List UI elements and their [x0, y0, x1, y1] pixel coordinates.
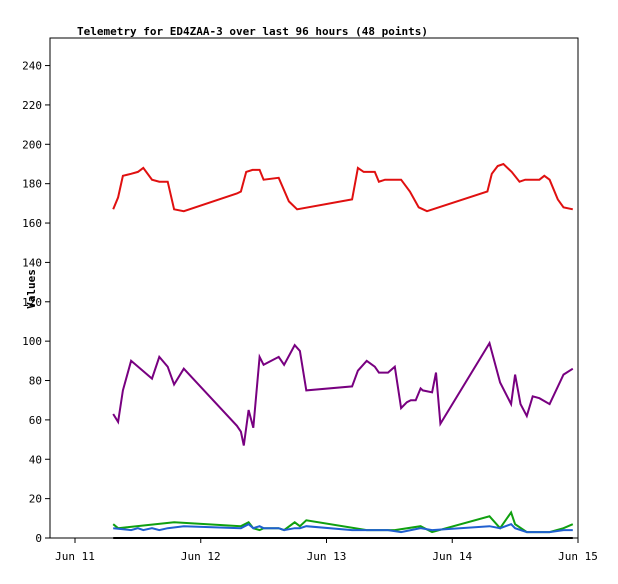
x-tick-label: Jun 13 [307, 550, 347, 563]
y-axis-label: Values [25, 269, 38, 309]
y-tick-label: 180 [22, 178, 42, 191]
x-axis: Jun 11 Jun 12 Jun 13 Jun 14 Jun 15 [55, 538, 598, 563]
y-tick-label: 20 [29, 493, 42, 506]
x-tick-label: Jun 15 [558, 550, 598, 563]
y-axis: 0 20 40 60 80 100 120 140 160 180 200 220 240 [22, 60, 50, 545]
y-tick-label: 160 [22, 217, 42, 230]
y-tick-label: 240 [22, 60, 42, 73]
series-line-4 [113, 523, 573, 534]
y-tick-label: 120 [22, 296, 42, 309]
series-line-3 [112, 510, 574, 534]
series-line-1 [112, 162, 574, 213]
y-tick-label: 60 [29, 414, 42, 427]
y-tick-label: 140 [22, 256, 42, 269]
y-tick-label: 0 [35, 532, 42, 545]
x-tick-label: Jun 11 [55, 550, 95, 563]
x-tick-label: Jun 12 [181, 550, 221, 563]
series-line-2 [112, 340, 574, 446]
series-layer [112, 162, 574, 539]
plot-frame [49, 37, 579, 539]
y-tick-label: 220 [22, 99, 42, 112]
y-tick-label: 100 [22, 335, 42, 348]
y-tick-label: 40 [29, 453, 42, 466]
x-tick-label: Jun 14 [432, 550, 472, 563]
y-tick-label: 200 [22, 138, 42, 151]
chart-title: Telemetry for ED4ZAA-3 over last 96 hour… [77, 25, 428, 38]
y-tick-label: 80 [29, 375, 42, 388]
